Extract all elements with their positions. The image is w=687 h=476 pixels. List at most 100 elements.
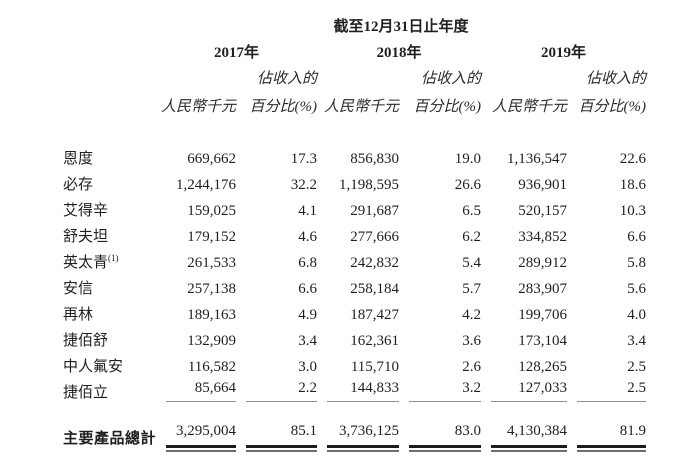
product-name: 舒夫坦 <box>63 228 109 245</box>
amount-unit-header: 人民幣千元 <box>492 98 568 115</box>
percent-cell: 5.7 <box>462 280 482 297</box>
unit-header-row: 人民幣千元 百分比(%) 人民幣千元 百分比(%) 人民幣千元 百分比(%) <box>63 88 646 116</box>
amount-cell: 289,912 <box>518 254 568 271</box>
year-header-2017: 2017年 <box>214 44 260 61</box>
percent-cell: 6.6 <box>627 228 647 245</box>
year-header-row: 2017年 2018年 2019年 <box>63 36 646 62</box>
percent-cell: 3.2 <box>399 376 482 402</box>
total-percent-cell: 81.9 <box>567 418 647 453</box>
product-name: 必存 <box>63 176 94 193</box>
revenue-by-product-table: 截至12月31日止年度 2017年 2018年 2019年 佔收入的 佔收入的 … <box>63 8 647 453</box>
share-of-revenue-header: 佔收入的 <box>586 70 647 87</box>
amount-cell: 85,664 <box>156 376 237 402</box>
amount-cell: 257,138 <box>187 280 237 297</box>
product-name: 安信 <box>63 280 94 297</box>
amount-unit-header: 人民幣千元 <box>324 98 400 115</box>
product-name: 再林 <box>63 306 94 323</box>
amount-cell: 132,909 <box>187 332 237 349</box>
product-name: 英太青(1) <box>63 252 119 271</box>
product-row: 英太青(1) 261,533 6.8 242,832 5.4 289,912 5… <box>63 246 646 272</box>
amount-cell: 856,830 <box>350 150 400 167</box>
amount-cell: 1,198,595 <box>339 176 400 193</box>
amount-cell: 127,033 <box>481 376 568 402</box>
percent-cell: 6.5 <box>462 202 482 219</box>
amount-cell: 283,907 <box>518 280 568 297</box>
percent-cell: 19.0 <box>454 150 482 167</box>
percent-cell: 3.4 <box>627 332 647 349</box>
percent-cell: 4.9 <box>298 306 318 323</box>
percent-cell: 4.2 <box>462 306 482 323</box>
amount-cell: 261,533 <box>187 254 237 271</box>
share-of-revenue-header-row: 佔收入的 佔收入的 佔收入的 <box>63 62 646 88</box>
amount-cell: 116,582 <box>187 358 237 375</box>
share-of-revenue-header: 佔收入的 <box>257 70 318 87</box>
product-row: 恩度 669,662 17.3 856,830 19.0 1,136,547 2… <box>63 142 646 168</box>
amount-cell: 162,361 <box>350 332 400 349</box>
amount-cell: 1,136,547 <box>507 150 568 167</box>
percent-cell: 5.8 <box>627 254 647 271</box>
product-row: 再林 189,163 4.9 187,427 4.2 199,706 4.0 <box>63 298 646 324</box>
product-row: 捷佰立 85,664 2.2 144,833 3.2 127,033 2.5 <box>63 376 647 402</box>
percent-header: 百分比(%) <box>578 98 647 115</box>
total-gap-row <box>63 402 646 418</box>
product-row: 安信 257,138 6.6 258,184 5.7 283,907 5.6 <box>63 272 646 298</box>
product-row: 捷佰舒 132,909 3.4 162,361 3.6 173,104 3.4 <box>63 324 646 350</box>
total-percent-cell: 83.0 <box>399 418 482 453</box>
amount-cell: 187,427 <box>350 306 400 323</box>
percent-cell: 6.6 <box>298 280 318 297</box>
amount-cell: 277,666 <box>350 228 400 245</box>
amount-cell: 669,662 <box>187 150 237 167</box>
amount-cell: 144,833 <box>317 376 400 402</box>
amount-cell: 199,706 <box>518 306 568 323</box>
product-row: 舒夫坦 179,152 4.6 277,666 6.2 334,852 6.6 <box>63 220 646 246</box>
percent-cell: 32.2 <box>290 176 318 193</box>
amount-cell: 291,687 <box>350 202 400 219</box>
product-name: 艾得辛 <box>63 202 109 219</box>
percent-cell: 18.6 <box>619 176 647 193</box>
total-amount-cell: 3,295,004 <box>156 418 237 453</box>
percent-cell: 2.6 <box>462 358 482 375</box>
amount-cell: 334,852 <box>518 228 568 245</box>
footnote-marker: (1) <box>108 252 119 263</box>
percent-cell: 2.5 <box>627 358 647 375</box>
amount-cell: 128,265 <box>518 358 568 375</box>
percent-cell: 17.3 <box>290 150 318 167</box>
percent-header: 百分比(%) <box>249 98 318 115</box>
product-name: 捷佰舒 <box>63 332 109 349</box>
amount-cell: 1,244,176 <box>176 176 237 193</box>
amount-cell: 189,163 <box>187 306 237 323</box>
product-row: 必存 1,244,176 32.2 1,198,595 26.6 936,901… <box>63 168 646 194</box>
total-label: 主要產品總計 <box>63 430 157 447</box>
product-name: 捷佰立 <box>63 384 109 401</box>
table-header-row: 截至12月31日止年度 <box>63 8 646 36</box>
amount-cell: 115,710 <box>350 358 400 375</box>
total-amount-cell: 3,736,125 <box>317 418 400 453</box>
amount-cell: 179,152 <box>187 228 237 245</box>
share-of-revenue-header: 佔收入的 <box>421 70 482 87</box>
percent-cell: 6.2 <box>462 228 482 245</box>
percent-header: 百分比(%) <box>413 98 482 115</box>
amount-cell: 520,157 <box>518 202 568 219</box>
year-header-2019: 2019年 <box>541 44 587 61</box>
percent-cell: 2.5 <box>567 376 647 402</box>
percent-cell: 5.4 <box>462 254 482 271</box>
product-row: 中人氟安 116,582 3.0 115,710 2.6 128,265 2.5 <box>63 350 646 376</box>
year-header-2018: 2018年 <box>376 44 422 61</box>
amount-cell: 258,184 <box>350 280 400 297</box>
percent-cell: 3.0 <box>298 358 318 375</box>
percent-cell: 10.3 <box>619 202 647 219</box>
total-amount-cell: 4,130,384 <box>481 418 568 453</box>
percent-cell: 4.6 <box>298 228 318 245</box>
percent-cell: 4.0 <box>627 306 647 323</box>
percent-cell: 2.2 <box>236 376 318 402</box>
amount-cell: 173,104 <box>518 332 568 349</box>
percent-cell: 3.4 <box>298 332 318 349</box>
percent-cell: 22.6 <box>619 150 647 167</box>
total-percent-cell: 85.1 <box>236 418 318 453</box>
product-name: 中人氟安 <box>63 358 124 375</box>
percent-cell: 4.1 <box>298 202 318 219</box>
amount-unit-header: 人民幣千元 <box>161 98 237 115</box>
percent-cell: 6.8 <box>298 254 318 271</box>
percent-cell: 3.6 <box>462 332 482 349</box>
